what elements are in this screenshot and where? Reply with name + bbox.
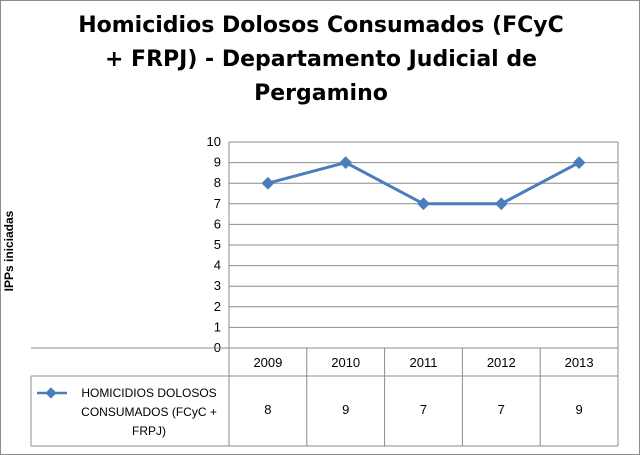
x-tick-label: 2010 [331,355,360,370]
data-point [572,156,586,169]
y-tick-label: 10 [207,134,221,149]
table-value: 7 [420,402,427,417]
x-tick-label: 2012 [487,355,516,370]
table-value: 9 [342,402,349,417]
table-value: 9 [575,402,582,417]
y-tick-label: 5 [214,237,221,252]
y-tick-label: 7 [214,196,221,211]
y-tick-label: 9 [214,155,221,170]
table-value: 7 [498,402,505,417]
data-point [417,197,430,211]
y-tick-label: 4 [214,258,221,273]
x-tick-label: 2009 [253,355,282,370]
data-point [494,197,508,211]
y-tick-label: 6 [214,216,221,231]
chart-title-line-1: Homicidios Dolosos Consumados (FCyC [78,13,564,38]
x-tick-label: 2011 [410,355,438,370]
legend-label: HOMICIDIOS DOLOSOS [81,386,216,400]
chart-title-line-3: Pergamino [254,81,388,106]
data-point [339,156,353,169]
legend-label: FRPJ) [132,424,166,438]
y-tick-label: 1 [214,319,221,334]
legend-label: CONSUMADOS (FCyC + [81,405,217,419]
table-value: 8 [264,402,271,417]
data-point [261,176,275,190]
x-tick-label: 2013 [565,355,594,370]
y-tick-label: 8 [214,175,221,190]
legend-marker [45,387,57,399]
chart-title-line-2: + FRPJ) - Departamento Judicial de [104,47,538,72]
y-tick-label: 2 [214,299,221,314]
y-tick-label: 3 [214,278,221,293]
